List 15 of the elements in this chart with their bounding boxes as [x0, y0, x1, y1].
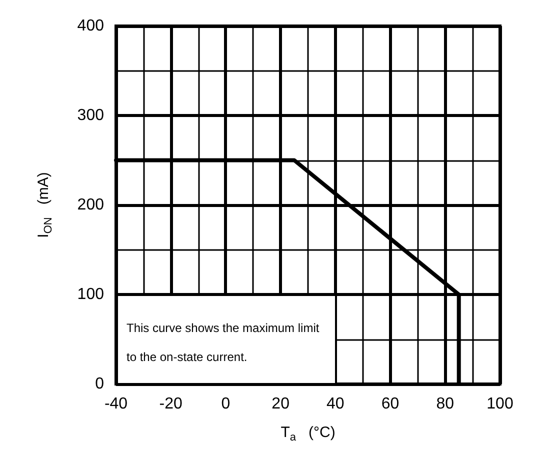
x-tick-label: 100	[486, 396, 514, 412]
x-tick-label: 80	[436, 396, 454, 412]
x-tick-label: -40	[104, 396, 128, 412]
y-tick-label: 400	[77, 18, 104, 34]
y-tick-label: 300	[77, 107, 104, 124]
y-tick-label: 0	[95, 376, 104, 392]
y-tick-label: 100	[77, 286, 104, 303]
x-tick-label: 0	[221, 396, 230, 412]
x-tick-label: -20	[159, 396, 183, 412]
x-tick-label: 60	[381, 396, 400, 412]
x-tick-label: 20	[272, 396, 290, 412]
x-tick-label: 40	[326, 396, 344, 412]
y-axis-title: ION (mA)	[35, 172, 54, 238]
y-tick-label: 200	[77, 196, 104, 214]
note-box: This curve shows the maximum limit to the on-state current.	[118, 296, 336, 382]
